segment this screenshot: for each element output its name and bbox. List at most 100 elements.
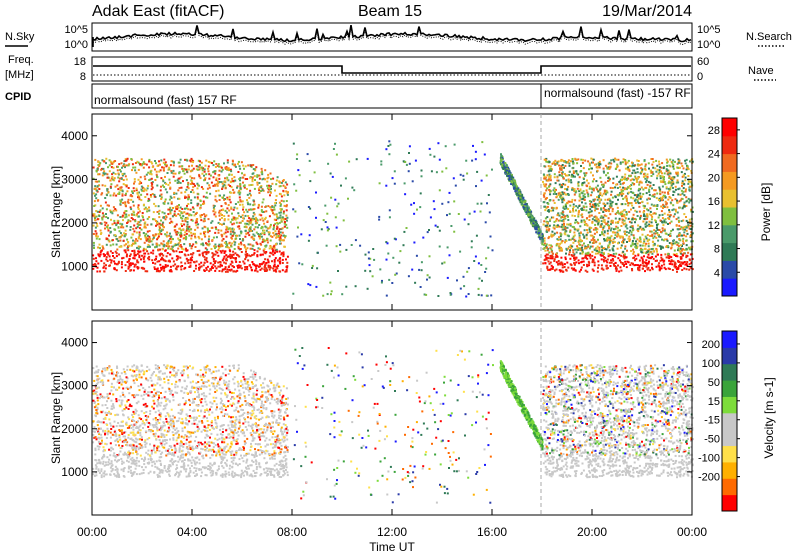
range-gate-cell xyxy=(528,211,531,214)
range-gate-cell xyxy=(594,223,597,226)
range-gate-cell xyxy=(256,221,259,224)
range-gate-cell xyxy=(543,177,546,180)
range-gate-cell xyxy=(153,193,156,196)
range-gate-cell xyxy=(614,186,617,189)
range-gate-cell xyxy=(263,268,266,271)
range-gate-cell xyxy=(181,165,184,168)
range-gate-cell xyxy=(238,243,240,246)
range-gate-cell xyxy=(194,267,197,270)
range-gate-cell xyxy=(583,229,586,232)
range-gate-cell xyxy=(144,221,147,224)
range-gate-cell xyxy=(264,258,267,261)
range-gate-cell xyxy=(563,263,566,266)
range-gate-cell xyxy=(558,171,561,174)
range-gate-cell xyxy=(547,247,550,250)
range-gate-cell xyxy=(648,251,651,254)
range-gate-cell xyxy=(620,225,623,227)
range-gate-cell xyxy=(189,257,192,260)
range-gate-cell xyxy=(564,256,567,259)
range-gate-cell xyxy=(270,252,273,255)
range-gate-cell xyxy=(285,209,288,212)
range-gate-cell xyxy=(123,164,126,167)
range-gate-cell xyxy=(227,183,230,186)
range-gate-cell xyxy=(655,265,658,268)
range-gate-cell xyxy=(631,225,634,228)
range-gate-cell xyxy=(189,175,192,178)
range-gate-cell xyxy=(608,243,611,246)
range-gate-cell xyxy=(220,229,223,232)
range-gate-cell xyxy=(614,255,617,258)
range-gate-cell xyxy=(623,176,626,179)
range-gate-cell xyxy=(598,166,601,169)
range-gate-cell xyxy=(169,164,172,167)
range-gate-cell xyxy=(603,230,606,233)
range-gate-cell xyxy=(249,255,252,258)
range-gate-cell xyxy=(500,162,503,165)
range-gate-cell xyxy=(243,186,246,189)
range-gate-cell xyxy=(582,167,585,170)
range-gate-cell xyxy=(663,181,666,183)
range-gate-cell xyxy=(190,191,192,193)
range-gate-cell xyxy=(166,191,169,194)
range-gate-cell xyxy=(557,260,560,262)
range-gate-cell xyxy=(119,239,122,242)
range-gate-cell xyxy=(625,213,628,216)
range-gate-cell xyxy=(95,234,98,237)
range-gate-cell xyxy=(624,159,627,161)
range-gate-cell xyxy=(604,164,607,167)
range-gate-cell xyxy=(152,252,155,255)
range-gate-cell xyxy=(205,173,208,176)
range-gate-cell xyxy=(234,163,237,166)
range-gate-cell xyxy=(95,169,98,172)
range-gate-cell xyxy=(645,221,648,224)
range-gate-cell xyxy=(184,218,187,221)
range-gate-cell xyxy=(169,232,171,235)
range-gate-cell xyxy=(158,212,160,215)
range-gate-cell xyxy=(586,217,588,220)
range-gate-cell xyxy=(180,176,183,179)
range-gate-cell xyxy=(634,254,637,257)
range-gate-cell xyxy=(188,230,191,233)
range-gate-cell xyxy=(550,248,553,251)
range-gate-cell xyxy=(608,197,611,200)
range-gate-cell xyxy=(514,190,517,193)
range-gate-cell xyxy=(158,230,161,233)
range-gate-cell xyxy=(265,229,268,232)
range-gate-cell xyxy=(169,265,172,268)
range-gate-cell xyxy=(598,242,601,245)
range-gate-cell xyxy=(545,224,548,227)
range-gate-cell xyxy=(233,228,235,231)
range-gate-cell xyxy=(224,270,227,273)
range-gate-cell xyxy=(598,250,600,253)
range-gate-cell xyxy=(175,192,178,195)
range-gate-cell xyxy=(559,168,562,171)
range-gate-cell xyxy=(644,262,647,264)
range-gate-cell xyxy=(659,180,662,183)
range-gate-cell xyxy=(263,251,266,254)
range-gate-cell xyxy=(274,257,277,260)
range-gate-cell xyxy=(267,205,270,208)
range-gate-cell xyxy=(132,204,135,207)
range-gate-cell xyxy=(205,242,207,245)
range-gate-cell xyxy=(578,234,581,237)
range-gate-cell xyxy=(193,196,196,199)
range-gate-cell xyxy=(609,229,612,232)
range-gate-cell xyxy=(547,229,550,232)
range-gate-cell xyxy=(552,199,555,202)
range-gate-cell xyxy=(262,219,265,222)
range-gate-cell xyxy=(600,223,603,226)
range-gate-cell xyxy=(606,222,609,225)
range-gate-cell xyxy=(185,196,188,199)
range-gate-cell xyxy=(597,218,600,221)
range-gate-cell xyxy=(593,205,596,208)
range-gate-cell xyxy=(148,166,151,169)
range-gate-cell xyxy=(639,214,642,217)
range-gate-cell xyxy=(199,216,202,219)
range-gate-cell xyxy=(266,220,269,223)
range-gate-cell xyxy=(625,200,628,203)
range-gate-cell xyxy=(186,226,189,229)
range-gate-cell xyxy=(124,159,127,162)
range-gate-cell xyxy=(242,208,244,211)
range-gate-cell xyxy=(237,264,240,267)
range-gate-cell xyxy=(603,260,605,263)
